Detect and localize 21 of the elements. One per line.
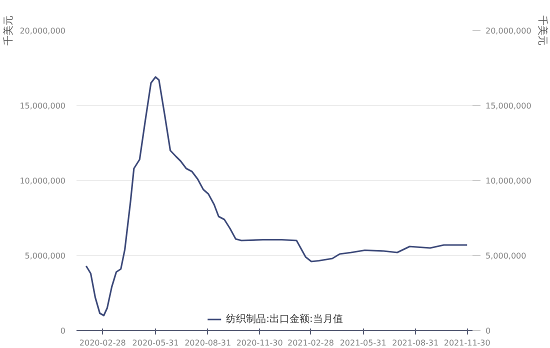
y2-axis-title: 千美元 xyxy=(536,16,548,46)
y2-tick-label: 10,000,000 xyxy=(486,176,532,186)
x-tick-label: 2020-11-30 xyxy=(236,338,283,348)
y-axis-title: 千美元 xyxy=(2,16,15,46)
y-tick-label: 10,000,000 xyxy=(20,176,66,186)
y-tick-label: 0 xyxy=(60,326,66,336)
y-tick-label: 20,000,000 xyxy=(20,26,66,36)
y2-tick-label: 5,000,000 xyxy=(486,252,526,260)
x-tick-label: 2021-02-28 xyxy=(288,338,334,348)
x-tick-label: 2021-08-31 xyxy=(392,338,439,348)
x-tick-label: 2020-02-28 xyxy=(79,338,126,348)
y2-tick-label: 20,000,000 xyxy=(486,26,532,36)
x-tick-label: 2020-05-31 xyxy=(132,338,179,348)
y-tick-label: 15,000,000 xyxy=(20,102,66,110)
y-tick-label: 5,000,000 xyxy=(24,252,66,260)
x-tick-label: 2021-11-30 xyxy=(444,338,490,348)
y2-tick-label: 15,000,000 xyxy=(486,102,532,110)
x-tick-label: 2020-08-31 xyxy=(184,338,232,348)
y2-tick-label: 0 xyxy=(486,326,491,336)
legend-label: 纺织制品:出口金额:当月值 xyxy=(226,312,343,326)
x-tick-label: 2021-05-31 xyxy=(340,338,386,348)
